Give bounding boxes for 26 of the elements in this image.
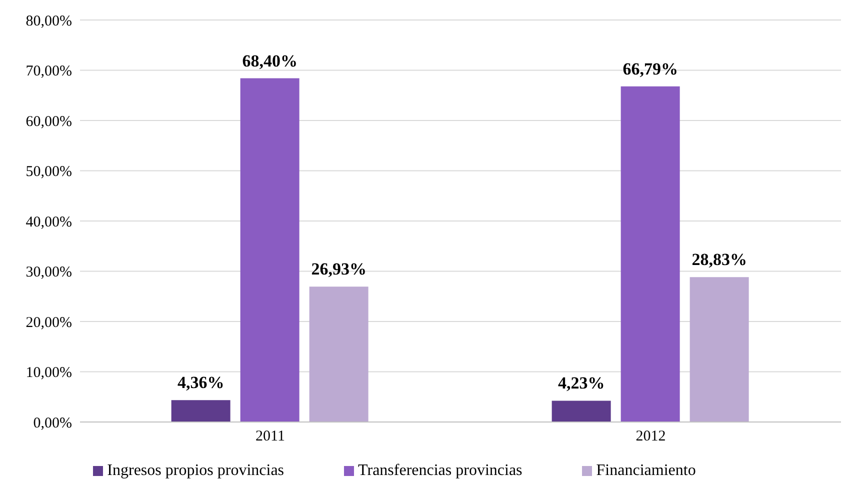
bar (552, 400, 611, 422)
data-label: 26,93% (311, 260, 366, 279)
data-label: 68,40% (242, 51, 298, 70)
y-tick-label: 80,00% (26, 13, 72, 30)
y-tick-label: 40,00% (26, 214, 72, 230)
legend-label: Transferencias provincias (358, 462, 522, 479)
legend-label: Ingresos propios provincias (107, 462, 284, 479)
bar (690, 277, 749, 422)
data-label: 4,36% (177, 373, 224, 392)
y-tick-label: 0,00% (33, 415, 72, 432)
y-tick-label: 50,00% (26, 164, 72, 180)
data-label: 66,79% (622, 59, 678, 78)
bar (240, 78, 300, 422)
bar (620, 86, 680, 422)
y-tick-label: 30,00% (26, 264, 72, 281)
x-tick-label: 2012 (636, 428, 666, 445)
legend-label: Financiamiento (596, 462, 696, 479)
data-label: 4,23% (558, 374, 605, 393)
data-label: 28,83% (692, 250, 747, 270)
y-tick-label: 60,00% (26, 114, 72, 130)
y-tick-label: 70,00% (26, 64, 72, 80)
bar (171, 400, 230, 422)
y-tick-label: 10,00% (26, 365, 72, 382)
y-tick-label: 20,00% (26, 314, 72, 331)
bar (309, 286, 368, 422)
x-tick-label: 2011 (256, 428, 285, 445)
